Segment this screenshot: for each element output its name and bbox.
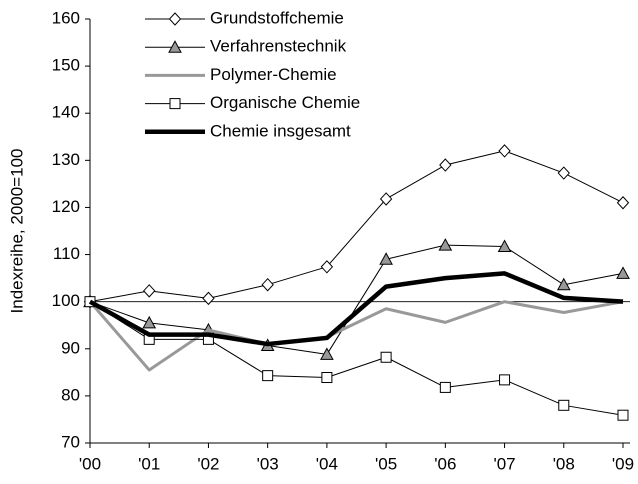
x-tick-label: '08 xyxy=(553,454,575,473)
series-line xyxy=(88,271,624,347)
data-point xyxy=(380,351,392,363)
y-tick-label: 140 xyxy=(52,103,80,122)
x-tick-label: '03 xyxy=(257,454,279,473)
data-point xyxy=(320,260,334,274)
data-point xyxy=(438,238,453,251)
data-point xyxy=(498,144,511,158)
y-tick-label: 100 xyxy=(52,291,80,310)
legend-label: Organische Chemie xyxy=(210,93,360,112)
data-point xyxy=(321,372,333,384)
legend-label: Verfahrenstechnik xyxy=(210,37,347,56)
x-tick-label: '05 xyxy=(375,454,397,473)
x-tick-label: '07 xyxy=(493,454,515,473)
data-point xyxy=(616,195,630,210)
data-point xyxy=(142,315,157,329)
data-point xyxy=(497,239,512,253)
x-tick-label: '02 xyxy=(197,454,219,473)
y-tick-label: 160 xyxy=(52,8,80,27)
y-tick-label: 120 xyxy=(52,197,80,216)
data-point xyxy=(556,277,571,291)
legend-marker xyxy=(168,40,182,53)
y-tick-label: 80 xyxy=(61,385,80,404)
series-line xyxy=(89,150,624,303)
series-line xyxy=(89,301,624,416)
data-point xyxy=(616,266,630,279)
legend-marker xyxy=(169,98,181,110)
data-point xyxy=(202,291,215,306)
data-point xyxy=(143,284,156,298)
x-tick-label: '06 xyxy=(434,454,456,473)
data-point xyxy=(379,192,393,206)
y-tick-label: 90 xyxy=(61,338,80,357)
x-tick-label: '04 xyxy=(316,454,338,473)
legend-label: Polymer-Chemie xyxy=(210,65,337,84)
y-tick-label: 70 xyxy=(61,432,80,451)
x-tick-label: '00 xyxy=(79,454,101,473)
data-point xyxy=(557,166,570,180)
data-point xyxy=(617,409,629,421)
data-point xyxy=(320,347,334,360)
data-point xyxy=(261,277,274,292)
data-point xyxy=(379,252,393,265)
data-point xyxy=(558,399,570,411)
data-point xyxy=(262,370,274,382)
y-tick-label: 110 xyxy=(53,244,80,263)
data-point xyxy=(499,374,511,386)
series-line xyxy=(89,244,624,355)
y-tick-label: 130 xyxy=(52,150,80,169)
y-tick-label: 150 xyxy=(52,56,80,75)
data-point xyxy=(439,158,452,172)
legend-label: Chemie insgesamt xyxy=(210,121,351,140)
series-line xyxy=(88,300,624,372)
x-tick-label: '01 xyxy=(138,454,160,473)
legend-marker xyxy=(168,12,182,26)
y-axis-label: Indexreihe, 2000=100 xyxy=(7,149,26,314)
x-tick-label: '09 xyxy=(612,454,634,473)
legend-label: Grundstoffchemie xyxy=(210,8,344,27)
data-point xyxy=(439,381,451,393)
